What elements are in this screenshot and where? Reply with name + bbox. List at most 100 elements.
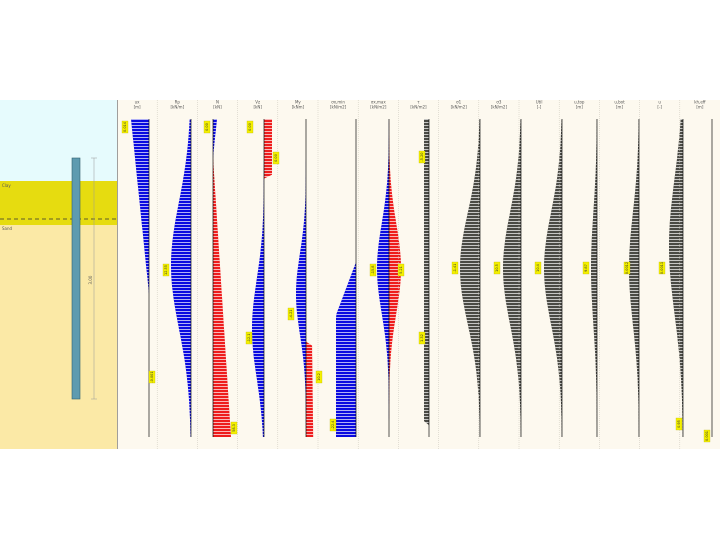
- layer-label: Clay: [2, 183, 11, 188]
- value-label-box: [148, 370, 156, 384]
- value-label: -5.20: [420, 152, 424, 161]
- diagram-stripes: [544, 119, 562, 437]
- value-label-box: [203, 120, 211, 134]
- diagram-stripes: [171, 119, 191, 437]
- value-label: 9.87: [584, 264, 588, 272]
- diagrams: ux[m]Rp[kN/m]N[kN]Vz[kN]My[kNm]σx,min[kN…: [121, 100, 713, 449]
- column-title: My: [295, 100, 301, 105]
- diagram-stripes: [424, 119, 429, 437]
- column-unit: [m]: [576, 105, 583, 110]
- diagram-stripes: [131, 119, 149, 437]
- value-label: 0.95: [677, 420, 681, 428]
- column-title: Util: [536, 100, 543, 105]
- value-label-box: [397, 263, 405, 277]
- diagram-stripes: [336, 119, 356, 437]
- value-label: 12.55: [164, 265, 168, 275]
- diagram-stripes: [306, 119, 314, 437]
- pile: [71, 157, 81, 400]
- column-unit: [-]: [537, 105, 542, 110]
- column-unit: [kN]: [213, 105, 222, 110]
- value-label: 10.5: [495, 264, 499, 272]
- value-label-box: [493, 261, 501, 275]
- value-label: -15.8: [371, 265, 375, 274]
- value-label: -1.41: [453, 263, 457, 272]
- column-unit: [kN]: [253, 105, 262, 110]
- diagram-stripes: [460, 119, 480, 437]
- value-label: 58.3: [232, 424, 236, 432]
- column-unit: [kN/m2]: [330, 105, 347, 110]
- value-label: 5.21: [399, 266, 403, 274]
- value-label-box: [703, 429, 711, 443]
- column-unit: [kN/m2]: [491, 105, 508, 110]
- diagram-stripes: [629, 119, 639, 437]
- diagram-stripes: [591, 119, 597, 437]
- value-label: -22.4: [331, 420, 335, 430]
- value-label: -0.001: [150, 371, 154, 382]
- value-label: 0.014: [123, 121, 127, 132]
- value-label: 0.00: [274, 154, 278, 162]
- value-label-box: [369, 263, 377, 277]
- value-label: 0.0012: [625, 262, 629, 274]
- column-title: u,bot: [614, 100, 625, 105]
- column-unit: [kN/m]: [170, 105, 184, 110]
- value-label: 10.4: [536, 263, 540, 272]
- value-label-box: [287, 307, 295, 321]
- value-label: -4.21: [289, 309, 293, 318]
- diagram-stripes: [213, 119, 231, 437]
- value-label: -12.1: [247, 333, 251, 342]
- value-label: 0.00: [248, 123, 252, 131]
- diagram-stripes: [389, 119, 401, 437]
- value-label-box: [329, 418, 337, 432]
- column-title: σ1: [456, 100, 462, 105]
- layer-1: [0, 181, 117, 225]
- value-label-box: [582, 261, 590, 275]
- column-unit: [m]: [134, 105, 141, 110]
- value-label-box: [245, 331, 253, 345]
- column-title: Rp: [175, 100, 181, 105]
- column-unit: [kN/m2]: [410, 105, 427, 110]
- layer-label: Sand: [2, 226, 13, 231]
- column-title: ux: [135, 100, 141, 105]
- soil-profile: Clay Sand 3.00: [0, 100, 117, 449]
- diagram-stripes: [296, 119, 306, 437]
- column-unit: [kNm]: [292, 105, 305, 110]
- layer-2: [0, 225, 117, 449]
- column-unit: [m]: [616, 105, 623, 110]
- value-label-box: [418, 331, 426, 345]
- value-label-box: [534, 261, 542, 275]
- diagram-stripes: [377, 119, 389, 437]
- column-title: Vz: [255, 100, 260, 105]
- value-label: 10.2: [317, 373, 321, 381]
- column-title: u,top: [574, 100, 585, 105]
- column-unit: [kN/m2]: [451, 105, 468, 110]
- column-unit: [m]: [696, 105, 703, 110]
- column-title: N: [216, 100, 219, 105]
- sky: [0, 100, 117, 181]
- column-title: kh,eff: [694, 100, 706, 105]
- value-label-box: [246, 120, 254, 134]
- dimension-label: 3.00: [88, 275, 93, 284]
- column-title: τ: [417, 100, 420, 105]
- value-label: 0.00: [205, 123, 209, 131]
- column-title: u: [658, 100, 661, 105]
- value-label: 0.001: [705, 431, 709, 441]
- diagram-stripes: [669, 119, 683, 437]
- column-unit: [kN/m2]: [370, 105, 387, 110]
- value-label-box: [623, 261, 631, 275]
- value-label-box: [272, 151, 280, 165]
- diagram-stripes: [503, 119, 521, 437]
- value-label-box: [230, 421, 238, 435]
- value-label-box: [162, 263, 170, 277]
- diagram-stripes: [213, 119, 217, 437]
- diagram-stripes: [252, 119, 264, 437]
- value-label-box: [418, 150, 426, 164]
- value-label: 1.32: [420, 334, 424, 342]
- value-label-box: [315, 370, 323, 384]
- column-title: σ3: [496, 100, 502, 105]
- value-label: 0.0011: [660, 262, 664, 274]
- value-label-box: [658, 261, 666, 275]
- column-title: σx,max: [371, 100, 387, 105]
- value-label-box: [121, 120, 129, 134]
